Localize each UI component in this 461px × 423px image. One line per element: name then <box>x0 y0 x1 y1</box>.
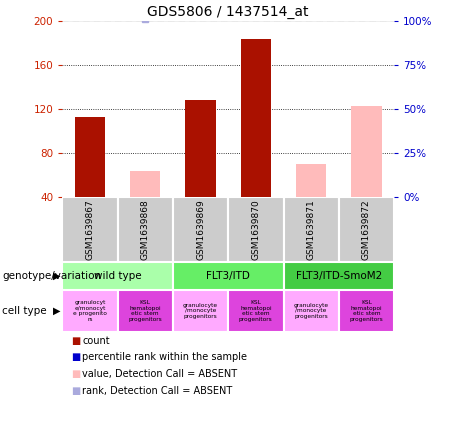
Bar <box>118 290 173 332</box>
Text: wild type: wild type <box>94 271 142 281</box>
Text: ▶: ▶ <box>53 306 60 316</box>
Bar <box>173 197 228 262</box>
Text: FLT3/ITD-SmoM2: FLT3/ITD-SmoM2 <box>296 271 382 281</box>
Text: cell type: cell type <box>2 306 47 316</box>
Text: genotype/variation: genotype/variation <box>2 271 101 281</box>
Text: percentile rank within the sample: percentile rank within the sample <box>82 352 247 363</box>
Text: ■: ■ <box>71 386 81 396</box>
Bar <box>284 262 394 290</box>
Bar <box>173 262 284 290</box>
Text: count: count <box>82 335 110 346</box>
Text: KSL
hematopoi
etic stem
progenitors: KSL hematopoi etic stem progenitors <box>349 300 384 322</box>
Bar <box>339 197 394 262</box>
Text: GSM1639869: GSM1639869 <box>196 199 205 260</box>
Text: granulocyt
e/monocyt
e progenito
rs: granulocyt e/monocyt e progenito rs <box>73 300 107 322</box>
Bar <box>339 290 394 332</box>
Bar <box>62 262 173 290</box>
Text: KSL
hematopoi
etic stem
progenitors: KSL hematopoi etic stem progenitors <box>239 300 273 322</box>
Bar <box>185 100 216 197</box>
Text: GSM1639871: GSM1639871 <box>307 199 316 260</box>
Text: rank, Detection Call = ABSENT: rank, Detection Call = ABSENT <box>82 386 232 396</box>
Text: ▶: ▶ <box>53 271 60 281</box>
Text: GSM1639868: GSM1639868 <box>141 199 150 260</box>
Text: GSM1639867: GSM1639867 <box>85 199 95 260</box>
Text: GSM1639872: GSM1639872 <box>362 199 371 260</box>
Bar <box>173 290 228 332</box>
Bar <box>62 197 118 262</box>
Text: ■: ■ <box>71 352 81 363</box>
Text: ■: ■ <box>71 335 81 346</box>
Text: granulocyte
/monocyte
progenitors: granulocyte /monocyte progenitors <box>294 302 329 319</box>
Bar <box>351 106 382 197</box>
Text: FLT3/ITD: FLT3/ITD <box>206 271 250 281</box>
Title: GDS5806 / 1437514_at: GDS5806 / 1437514_at <box>148 5 309 19</box>
Bar <box>228 290 284 332</box>
Text: ■: ■ <box>71 369 81 379</box>
Bar <box>62 290 118 332</box>
Bar <box>118 197 173 262</box>
Bar <box>228 197 284 262</box>
Bar <box>241 39 271 197</box>
Text: value, Detection Call = ABSENT: value, Detection Call = ABSENT <box>82 369 237 379</box>
Bar <box>75 117 105 197</box>
Bar <box>296 164 326 197</box>
Bar <box>130 171 160 197</box>
Bar <box>284 197 339 262</box>
Text: KSL
hematopoi
etic stem
progenitors: KSL hematopoi etic stem progenitors <box>128 300 162 322</box>
Text: granulocyte
/monocyte
progenitors: granulocyte /monocyte progenitors <box>183 302 218 319</box>
Bar <box>284 290 339 332</box>
Text: GSM1639870: GSM1639870 <box>251 199 260 260</box>
